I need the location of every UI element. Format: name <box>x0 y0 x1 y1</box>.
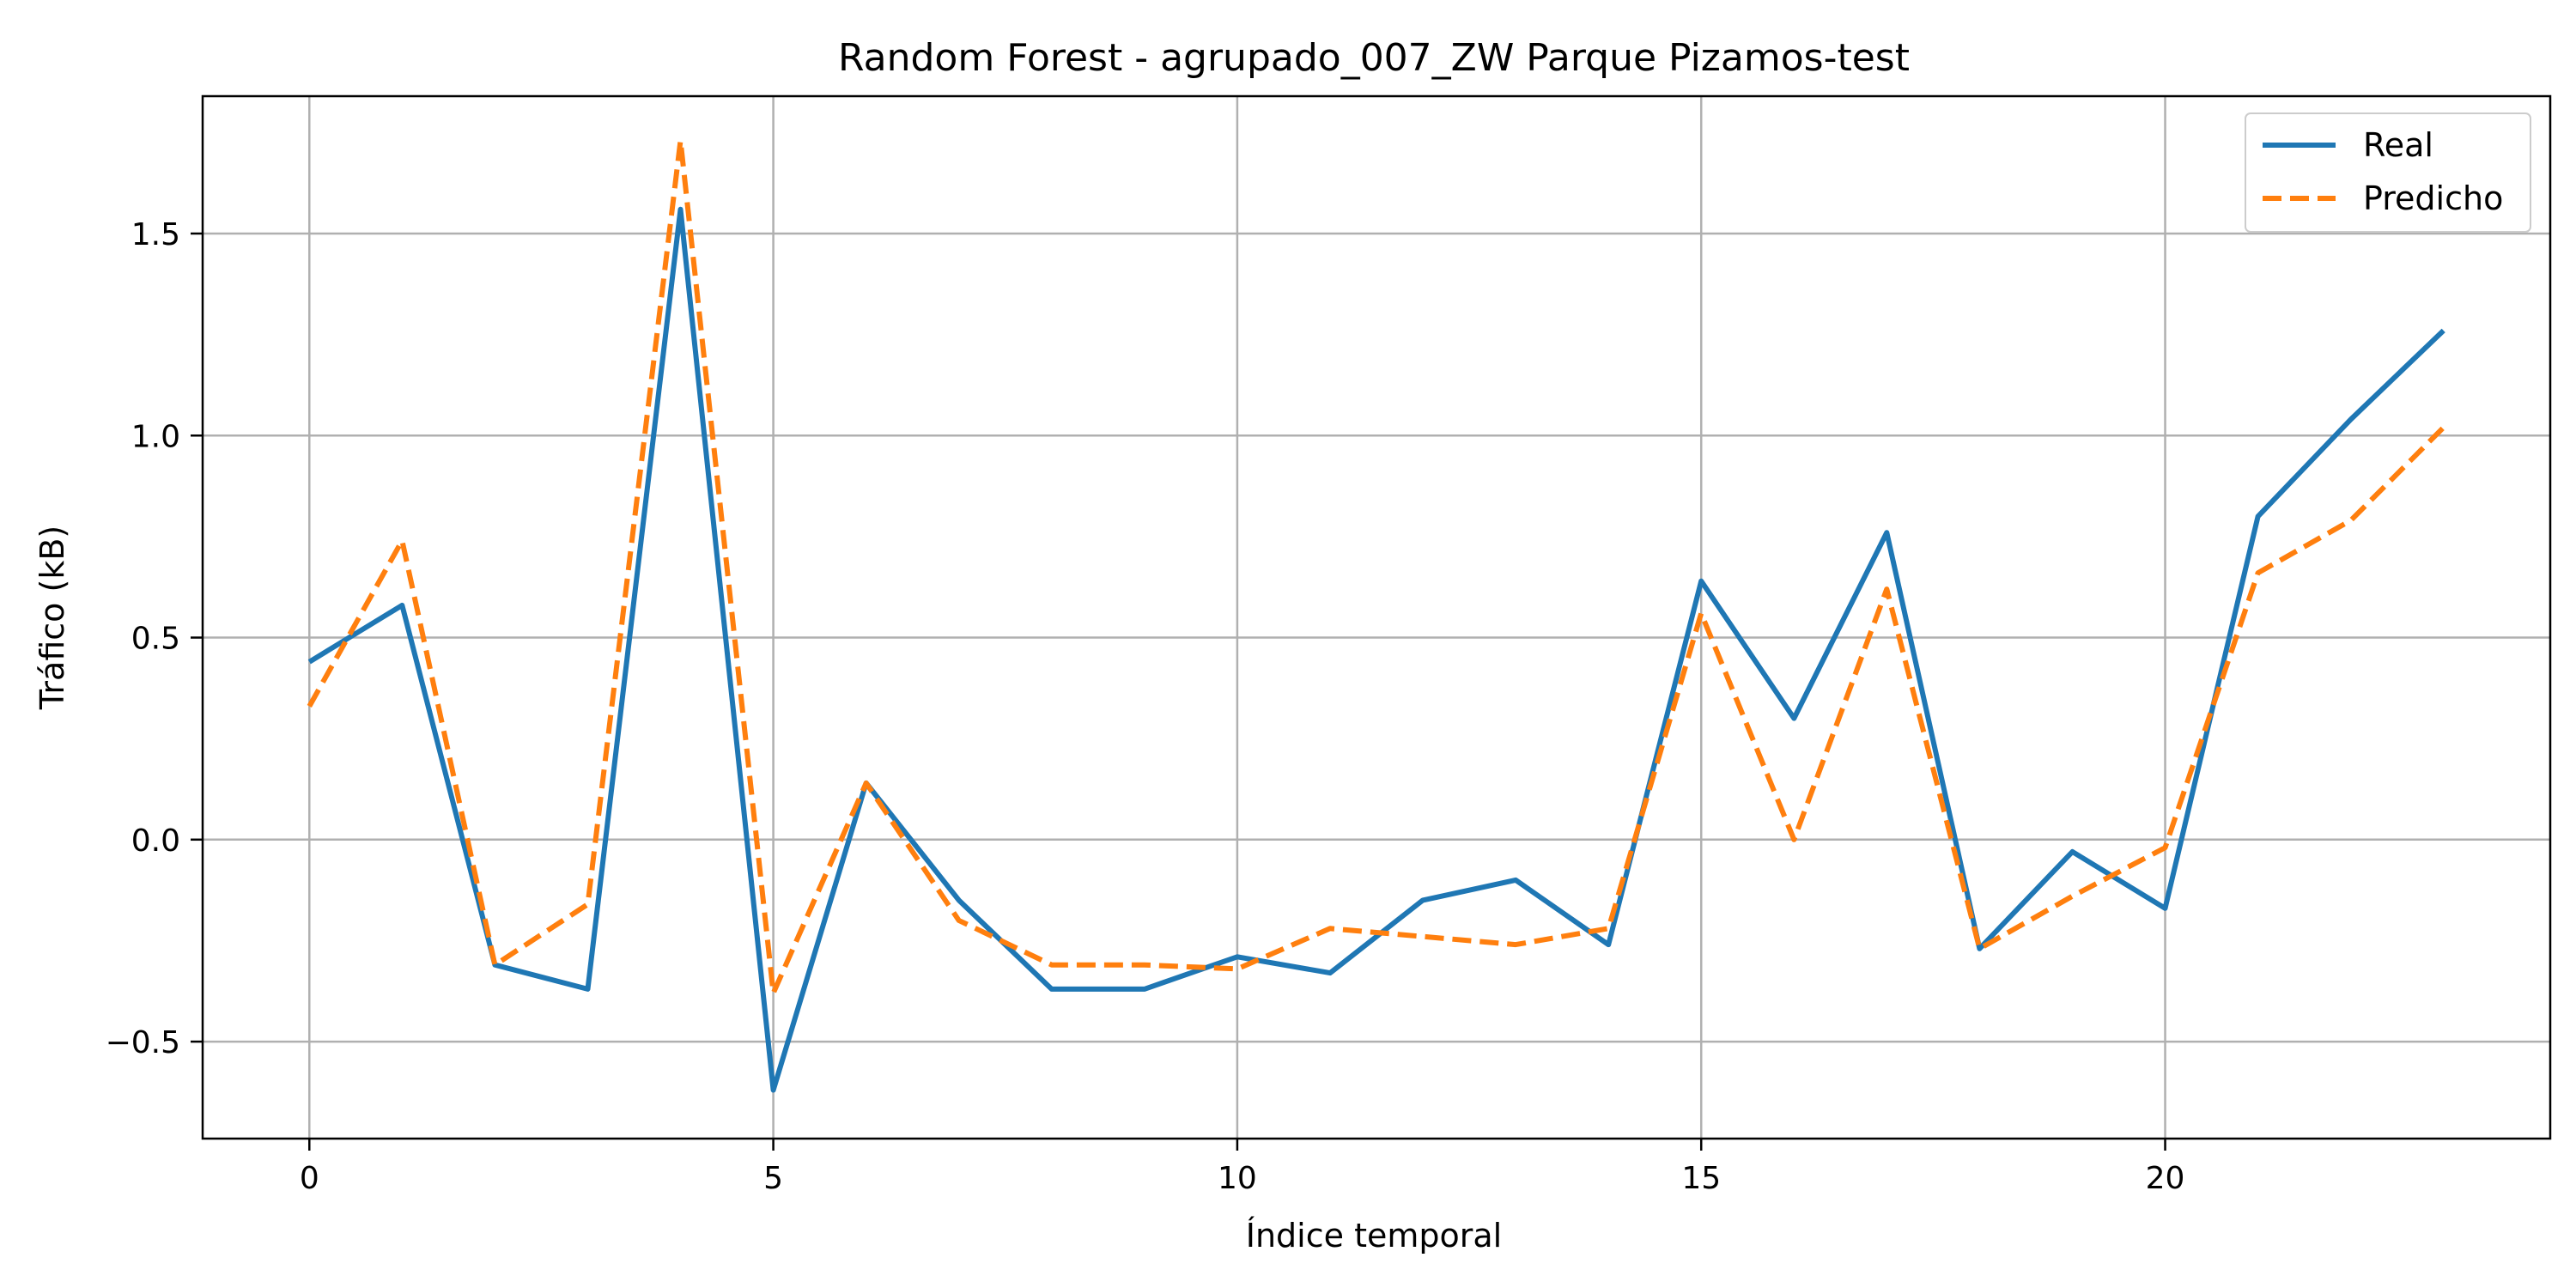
y-tick-label: −0.5 <box>106 1025 180 1060</box>
legend-label-predicho: Predicho <box>2363 179 2503 217</box>
x-tick-label: 20 <box>2146 1161 2185 1196</box>
x-tick-label: 15 <box>1681 1161 1721 1196</box>
plot-lines <box>307 137 2445 1093</box>
y-tick-label: 0.0 <box>131 823 180 859</box>
plot-frame <box>201 94 2552 1140</box>
x-tick-label: 10 <box>1218 1161 1257 1196</box>
x-axis-label: Índice temporal <box>1246 1217 1502 1255</box>
x-tick-label: 5 <box>763 1161 783 1196</box>
series-line-predicho <box>307 137 2445 996</box>
legend: Real Predicho <box>2245 112 2531 233</box>
series-line-real <box>307 206 2445 1093</box>
chart-title: Random Forest - agrupado_007_ZW Parque P… <box>838 36 1910 80</box>
y-tick-label: 1.5 <box>131 217 180 252</box>
x-tick-label: 0 <box>300 1161 319 1196</box>
y-axis-label: Tráfico (kB) <box>33 526 71 710</box>
y-tick-label: 1.0 <box>131 419 180 454</box>
ticks: 0 5 10 15 20 −0.5 0.0 0.5 1.0 1.5 <box>106 217 2185 1196</box>
y-tick-label: 0.5 <box>131 622 180 657</box>
legend-label-real: Real <box>2363 126 2433 164</box>
